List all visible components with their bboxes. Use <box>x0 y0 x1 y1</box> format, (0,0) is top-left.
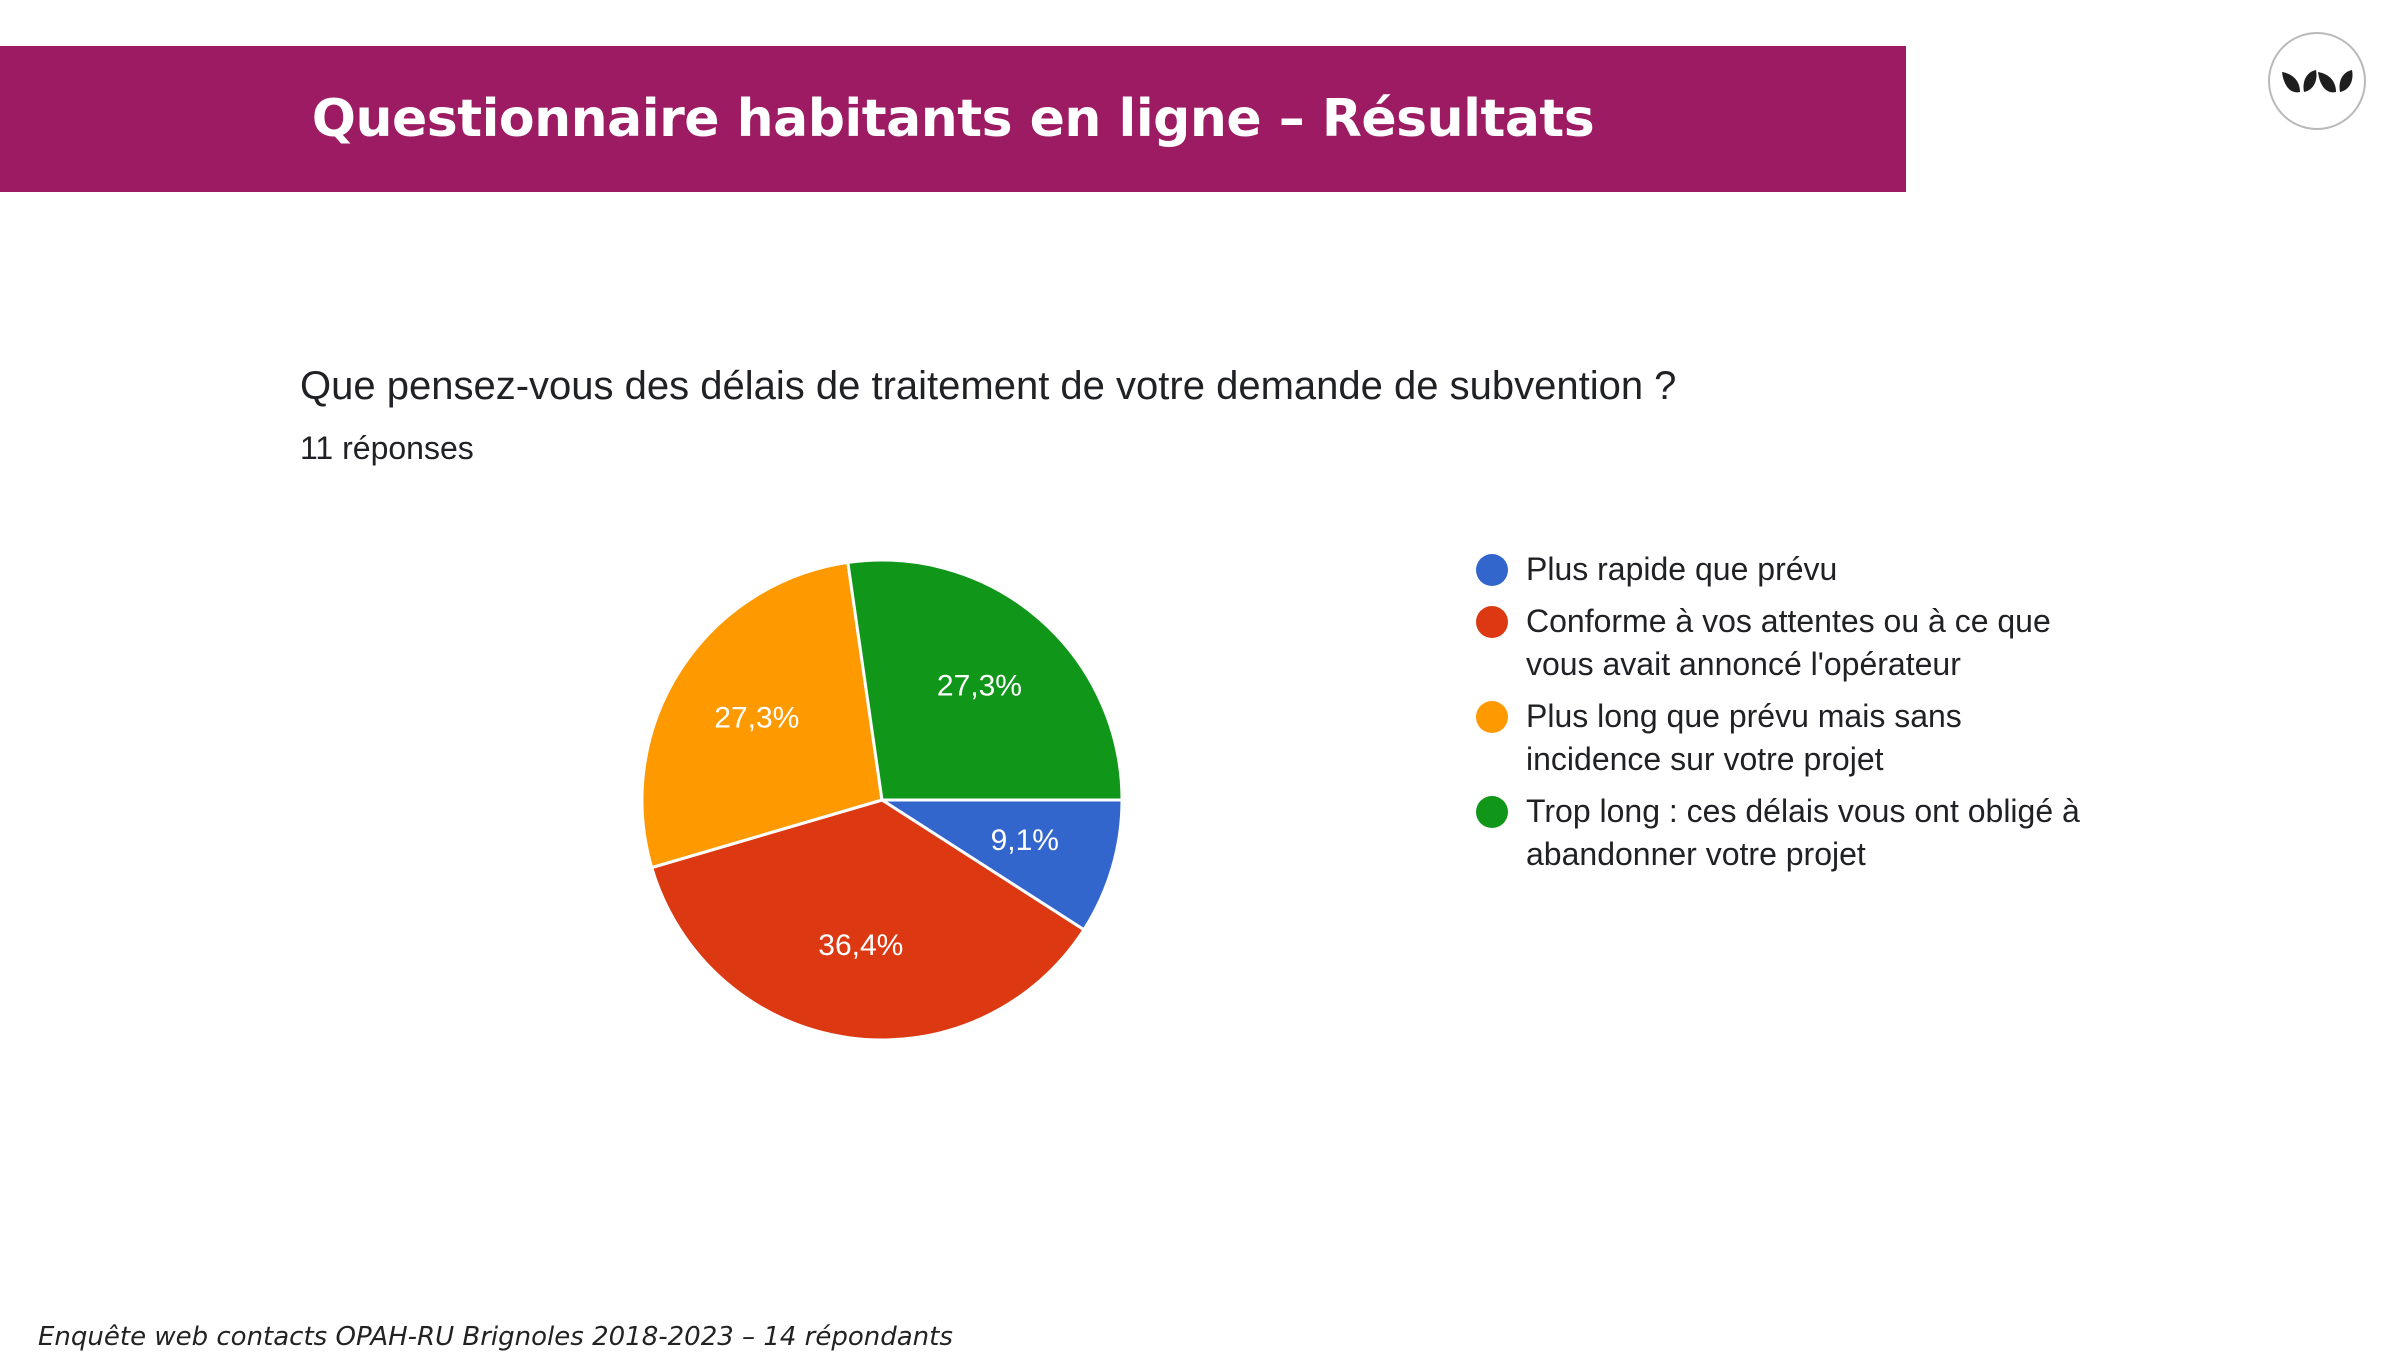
legend-item-2: Conforme à vos attentes ou à ce que vous… <box>1476 600 2176 686</box>
pie-chart: 9,1% 36,4% 27,3% 27,3% <box>640 558 1124 1042</box>
legend-item-3: Plus long que prévu mais sans incidence … <box>1476 695 2176 781</box>
pie-slice-4 <box>846 558 1124 802</box>
pie-data-label-3: 27,3% <box>714 701 799 734</box>
legend-label-3: Plus long que prévu mais sans incidence … <box>1526 698 1962 777</box>
legend-item-4: Trop long : ces délais vous ont obligé à… <box>1476 790 2176 876</box>
legend-label-1: Plus rapide que prévu <box>1526 551 1838 587</box>
pie-slice-1 <box>876 798 1124 932</box>
legend-swatch-1 <box>1476 554 1508 586</box>
leaves-logo-icon <box>2268 32 2366 130</box>
header-band: Questionnaire habitants en ligne – Résul… <box>0 46 1906 192</box>
legend-swatch-4 <box>1476 796 1508 828</box>
pie-data-label-2: 36,4% <box>818 929 903 962</box>
legend-swatch-3 <box>1476 701 1508 733</box>
legend-label-2: Conforme à vos attentes ou à ce que vous… <box>1526 603 2051 682</box>
page-title: Questionnaire habitants en ligne – Résul… <box>311 89 1595 149</box>
legend-item-1: Plus rapide que prévu <box>1476 548 2176 591</box>
legend-label-4: Trop long : ces délais vous ont obligé à… <box>1526 793 2080 872</box>
question-title: Que pensez-vous des délais de traitement… <box>300 364 1677 408</box>
chart-legend: Plus rapide que prévu Conforme à vos atte… <box>1476 548 2176 885</box>
footer-note: Enquête web contacts OPAH-RU Brignoles 2… <box>38 1322 953 1352</box>
pie-data-label-1: 9,1% <box>991 824 1059 857</box>
responses-count: 11 réponses <box>300 430 474 466</box>
pie-slice-3 <box>640 560 884 870</box>
legend-swatch-2 <box>1476 606 1508 638</box>
pie-slice-2 <box>649 798 1086 1042</box>
pie-data-label-4: 27,3% <box>937 669 1022 702</box>
